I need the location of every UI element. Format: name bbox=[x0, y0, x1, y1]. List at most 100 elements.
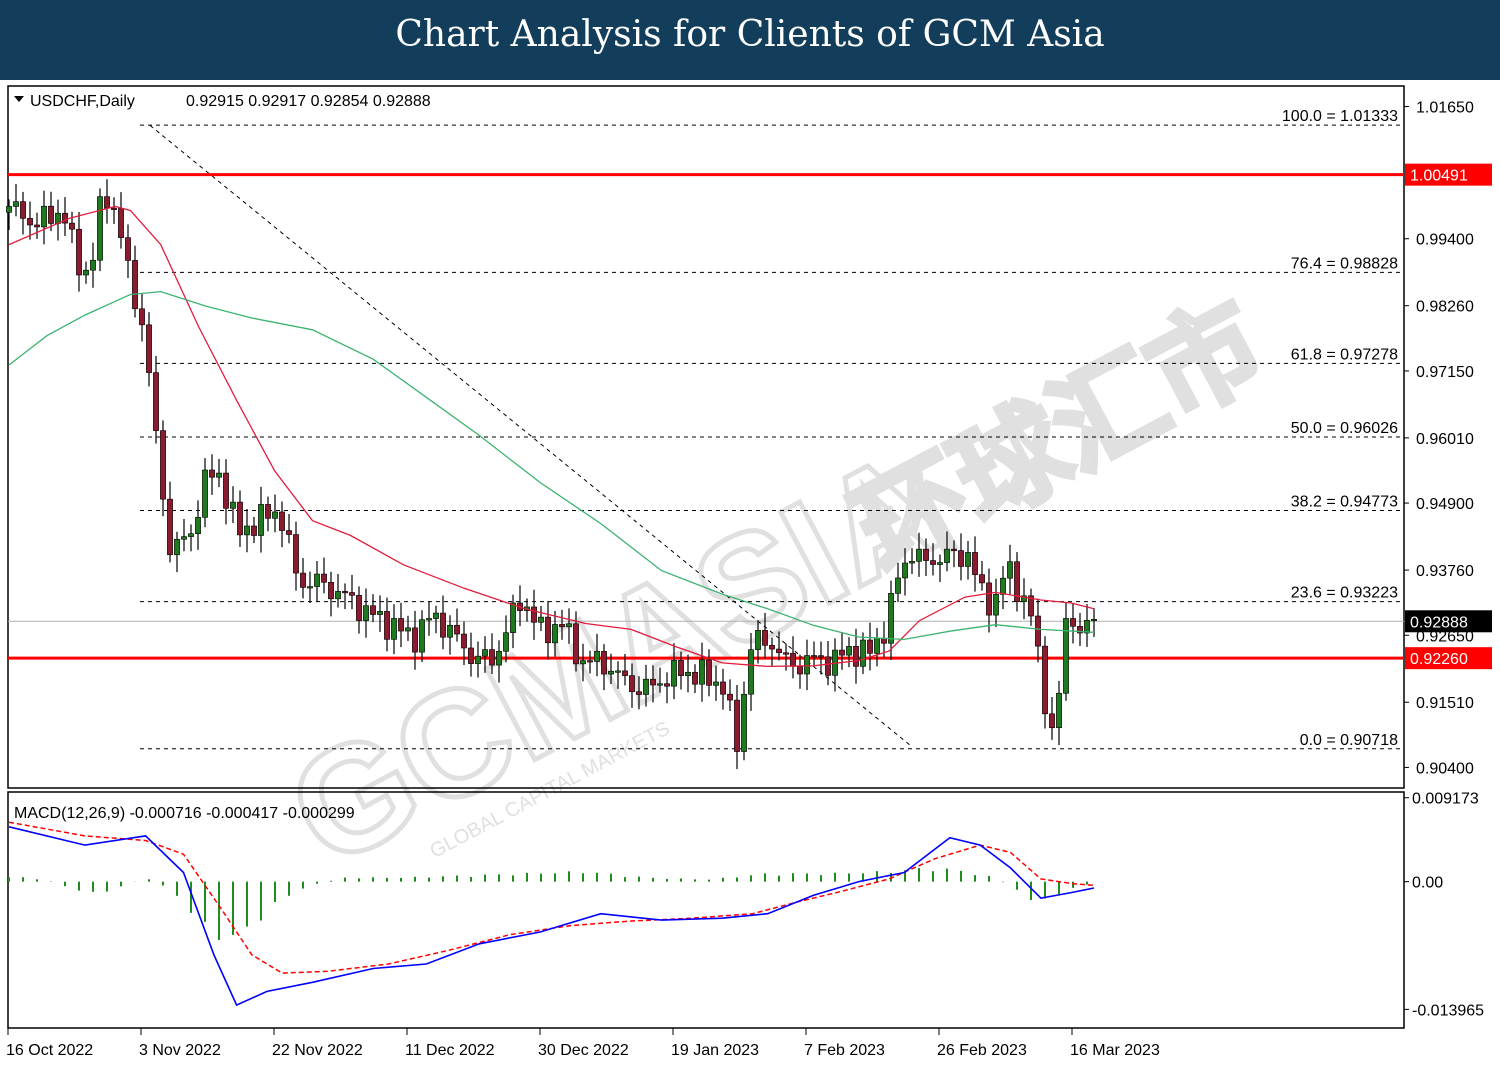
candle-body bbox=[825, 656, 831, 676]
level-tag-label: 0.92260 bbox=[1410, 651, 1468, 668]
candle-body bbox=[867, 639, 873, 654]
candle-body bbox=[335, 591, 341, 600]
macd-panel-frame bbox=[7, 791, 1405, 1029]
candle-body bbox=[692, 671, 698, 685]
price-panel-frame bbox=[7, 85, 1405, 789]
candle-body bbox=[545, 616, 551, 644]
fib-label: 23.6 = 0.93223 bbox=[1291, 585, 1398, 602]
sma-fast-line bbox=[8, 205, 1095, 668]
candle-body bbox=[972, 552, 978, 575]
dropdown-triangle-icon[interactable] bbox=[14, 96, 24, 102]
time-tick-label: 22 Nov 2022 bbox=[272, 1042, 363, 1059]
time-tick-label: 30 Dec 2022 bbox=[538, 1042, 629, 1059]
fib-label: 50.0 = 0.96026 bbox=[1291, 420, 1398, 437]
candle-body bbox=[888, 593, 894, 644]
macd-label: MACD(12,26,9) -0.000716 -0.000417 -0.000… bbox=[14, 805, 355, 822]
candle-body bbox=[321, 573, 327, 583]
candle-body bbox=[181, 536, 187, 540]
candle-body bbox=[377, 611, 383, 615]
candle-body bbox=[454, 624, 460, 635]
current-price-tag bbox=[1405, 610, 1492, 633]
candle-body bbox=[279, 511, 285, 531]
candle-body bbox=[41, 205, 47, 228]
candle-body bbox=[797, 666, 803, 675]
candle-body bbox=[426, 618, 432, 621]
candle-body bbox=[342, 591, 348, 594]
candle-body bbox=[1007, 561, 1013, 579]
candle-body bbox=[307, 586, 313, 589]
candle-body bbox=[699, 659, 705, 685]
price-tick-label: 0.94900 bbox=[1416, 496, 1474, 513]
candle-body bbox=[97, 196, 103, 261]
time-tick-label: 16 Oct 2022 bbox=[6, 1042, 93, 1059]
candle-body bbox=[1000, 577, 1006, 595]
fib-label: 38.2 = 0.94773 bbox=[1291, 494, 1398, 511]
candle-body bbox=[62, 212, 68, 224]
candle-body bbox=[734, 699, 740, 752]
candle-body bbox=[818, 655, 824, 658]
candle-body bbox=[853, 646, 859, 667]
candle-body bbox=[846, 646, 852, 656]
candle-body bbox=[664, 683, 670, 687]
candle-body bbox=[657, 683, 663, 686]
candle-body bbox=[510, 602, 516, 633]
macd-signal-line bbox=[8, 821, 1095, 974]
candle-body bbox=[314, 573, 320, 587]
candle-body bbox=[531, 606, 537, 623]
candle-body bbox=[202, 469, 208, 518]
sma-slow-line bbox=[8, 290, 1095, 641]
candle-body bbox=[412, 627, 418, 653]
candle-body bbox=[1084, 619, 1090, 634]
candle-body bbox=[440, 612, 446, 638]
candle-body bbox=[1035, 615, 1041, 647]
candle-body bbox=[244, 525, 250, 536]
candle-body bbox=[650, 678, 656, 686]
time-tick-label: 19 Jan 2023 bbox=[671, 1042, 759, 1059]
candle-body bbox=[552, 624, 558, 644]
candle-body bbox=[27, 218, 33, 226]
candle-body bbox=[447, 624, 453, 638]
candle-body bbox=[1077, 626, 1083, 634]
candle-body bbox=[636, 691, 642, 695]
candle-body bbox=[216, 472, 222, 478]
candle-body bbox=[608, 670, 614, 675]
price-tick-label: 0.97150 bbox=[1416, 364, 1474, 381]
candle-body bbox=[153, 372, 159, 431]
candle-body bbox=[713, 681, 719, 686]
fibonacci-levels: 100.0 = 1.01333 76.4 = 0.98828 61.8 = 0.97… bbox=[140, 108, 1400, 750]
fib-label: 61.8 = 0.97278 bbox=[1291, 346, 1398, 363]
candle-body bbox=[251, 525, 257, 536]
candle-body bbox=[132, 260, 138, 310]
candle-body bbox=[6, 206, 12, 213]
macd-main-line bbox=[8, 826, 1095, 1007]
candle-body bbox=[622, 670, 628, 676]
candle-body bbox=[811, 655, 817, 658]
candle-body bbox=[930, 560, 936, 565]
candle-body bbox=[503, 632, 509, 652]
price-tick-label: 0.98260 bbox=[1416, 299, 1474, 316]
time-tick-label: 26 Feb 2023 bbox=[937, 1042, 1027, 1059]
watermark: GCMASIA 环球汇市 GLOBAL CAPITAL MARKETS bbox=[261, 275, 1287, 901]
candle-body bbox=[923, 548, 929, 561]
candle-body bbox=[76, 228, 82, 276]
candle-body bbox=[1091, 618, 1097, 622]
candle-body bbox=[776, 648, 782, 654]
candle-body bbox=[594, 651, 600, 662]
candle-body bbox=[580, 660, 586, 665]
level-tag-label: 1.00491 bbox=[1410, 168, 1468, 185]
candle-body bbox=[90, 259, 96, 271]
candle-body bbox=[419, 619, 425, 653]
time-tick-label: 11 Dec 2022 bbox=[405, 1042, 495, 1059]
candle-body bbox=[783, 652, 789, 655]
candle-body bbox=[1056, 692, 1062, 729]
candle-body bbox=[951, 548, 957, 551]
candle-body bbox=[1042, 645, 1048, 715]
candle-body bbox=[461, 633, 467, 649]
candle-body bbox=[405, 627, 411, 632]
candle-body bbox=[223, 472, 229, 509]
level-tags: 1.00491 0.92260 0.92888 bbox=[1405, 163, 1492, 670]
symbol-info: USDCHF,Daily 0.92915 0.92917 0.92854 0.9… bbox=[14, 93, 431, 110]
candle-body bbox=[566, 623, 572, 628]
candle-body bbox=[286, 530, 292, 535]
candle-body bbox=[188, 533, 194, 537]
